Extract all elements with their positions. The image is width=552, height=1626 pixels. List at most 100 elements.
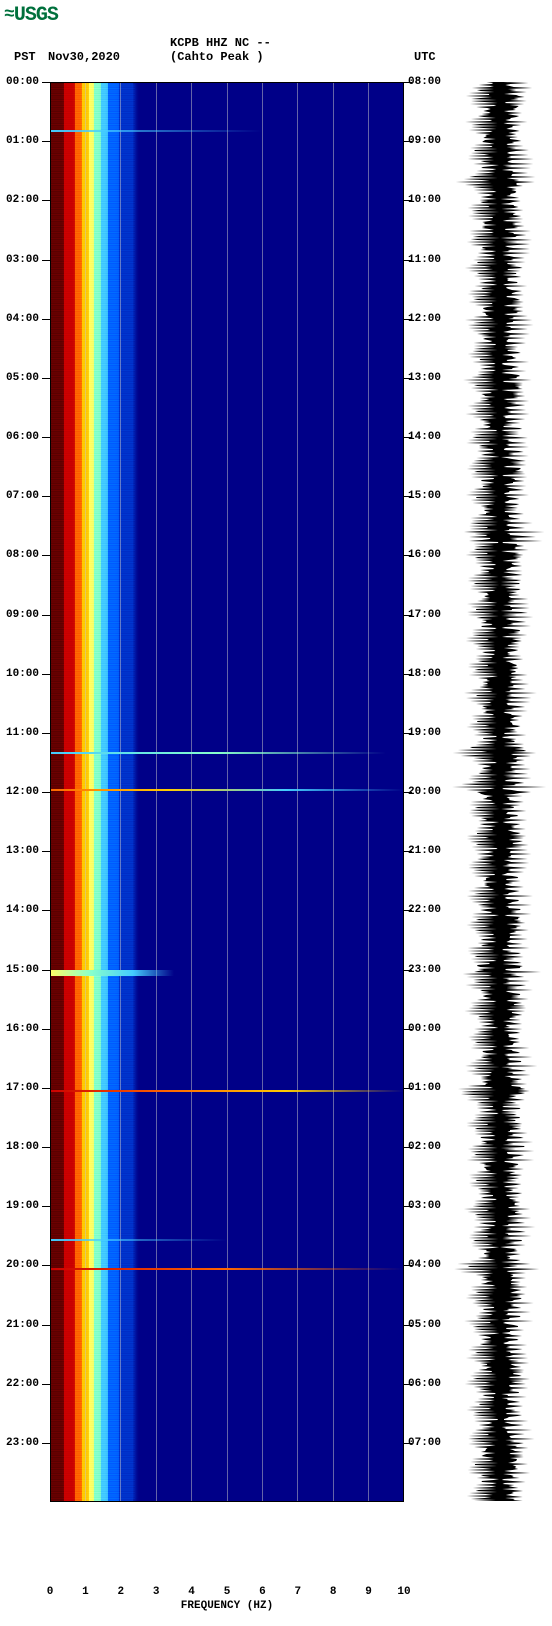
tick-mark bbox=[42, 851, 50, 852]
frequency-tick: 0 bbox=[47, 1586, 54, 1598]
tick-mark bbox=[42, 1443, 50, 1444]
left-tick-label: 00:00 bbox=[6, 76, 39, 88]
plot-area: 00:00 01:00 02:00 03:00 04:00 05:00 06:00 07:00… bbox=[0, 82, 552, 1592]
tick-mark bbox=[404, 378, 412, 379]
frequency-tick: 2 bbox=[117, 1586, 124, 1598]
tick-mark bbox=[404, 851, 412, 852]
frequency-tick: 3 bbox=[153, 1586, 160, 1598]
tick-mark bbox=[42, 910, 50, 911]
left-tick-label: 12:00 bbox=[6, 786, 39, 798]
right-tick-label: 18:00 bbox=[408, 668, 441, 680]
tick-mark bbox=[404, 555, 412, 556]
tick-mark bbox=[42, 1265, 50, 1266]
right-tick-label: 04:00 bbox=[408, 1259, 441, 1271]
right-tick-label: 07:00 bbox=[408, 1437, 441, 1449]
tick-mark bbox=[404, 910, 412, 911]
right-tick-label: 09:00 bbox=[408, 135, 441, 147]
tick-mark bbox=[404, 260, 412, 261]
left-tick-label: 17:00 bbox=[6, 1082, 39, 1094]
spectrogram-gridline bbox=[297, 82, 298, 1502]
frequency-tick: 10 bbox=[397, 1586, 410, 1598]
left-tick-label: 11:00 bbox=[6, 727, 39, 739]
spectrogram-gridline bbox=[191, 82, 192, 1502]
left-tick-label: 22:00 bbox=[6, 1378, 39, 1390]
tick-mark bbox=[404, 733, 412, 734]
tick-mark bbox=[404, 437, 412, 438]
frequency-axis: FREQUENCY (HZ) 012345678910 bbox=[50, 1586, 404, 1626]
left-tick-label: 14:00 bbox=[6, 904, 39, 916]
waveform-trace bbox=[452, 82, 546, 1501]
right-tick-label: 15:00 bbox=[408, 490, 441, 502]
waveform-svg bbox=[452, 82, 548, 1502]
right-tick-label: 23:00 bbox=[408, 964, 441, 976]
spectrogram-gridline bbox=[85, 82, 86, 1502]
tick-mark bbox=[42, 792, 50, 793]
right-tick-label: 10:00 bbox=[408, 194, 441, 206]
left-tick-label: 16:00 bbox=[6, 1023, 39, 1035]
right-tick-label: 13:00 bbox=[408, 372, 441, 384]
station-code: KCPB HHZ NC -- bbox=[170, 36, 271, 50]
right-tick-label: 03:00 bbox=[408, 1200, 441, 1212]
right-tick-label: 05:00 bbox=[408, 1319, 441, 1331]
tick-mark bbox=[42, 1088, 50, 1089]
tick-mark bbox=[42, 555, 50, 556]
frequency-axis-label: FREQUENCY (HZ) bbox=[181, 1600, 273, 1612]
left-tick-label: 23:00 bbox=[6, 1437, 39, 1449]
tick-mark bbox=[42, 82, 50, 83]
spectrogram-gridline bbox=[368, 82, 369, 1502]
tick-mark bbox=[42, 1147, 50, 1148]
tick-mark bbox=[42, 437, 50, 438]
tick-mark bbox=[42, 496, 50, 497]
left-tick-label: 13:00 bbox=[6, 845, 39, 857]
left-tick-label: 07:00 bbox=[6, 490, 39, 502]
tick-mark bbox=[42, 615, 50, 616]
tick-mark bbox=[42, 1029, 50, 1030]
utc-label: UTC bbox=[414, 50, 436, 64]
right-tick-label: 00:00 bbox=[408, 1023, 441, 1035]
right-tick-label: 22:00 bbox=[408, 904, 441, 916]
tick-mark bbox=[42, 1384, 50, 1385]
left-tick-label: 21:00 bbox=[6, 1319, 39, 1331]
right-tick-label: 16:00 bbox=[408, 549, 441, 561]
usgs-logo-wave: ≈ bbox=[4, 5, 14, 25]
left-tick-label: 05:00 bbox=[6, 372, 39, 384]
left-tick-label: 02:00 bbox=[6, 194, 39, 206]
spectrogram-event-line bbox=[50, 130, 262, 132]
spectrogram-noise-overlay bbox=[50, 82, 135, 1502]
right-tick-label: 12:00 bbox=[408, 313, 441, 325]
spectrogram-gridline bbox=[333, 82, 334, 1502]
tick-mark bbox=[42, 260, 50, 261]
tick-mark bbox=[42, 733, 50, 734]
left-tick-label: 19:00 bbox=[6, 1200, 39, 1212]
tick-mark bbox=[404, 1029, 412, 1030]
tick-mark bbox=[404, 141, 412, 142]
tick-mark bbox=[404, 970, 412, 971]
right-tick-label: 11:00 bbox=[408, 254, 441, 266]
left-tick-label: 08:00 bbox=[6, 549, 39, 561]
spectrogram bbox=[50, 82, 404, 1502]
left-tick-label: 04:00 bbox=[6, 313, 39, 325]
spectrogram-gridline bbox=[156, 82, 157, 1502]
frequency-tick: 9 bbox=[365, 1586, 372, 1598]
right-tick-label: 06:00 bbox=[408, 1378, 441, 1390]
spectrogram-gridline bbox=[227, 82, 228, 1502]
tick-mark bbox=[404, 319, 412, 320]
tick-mark bbox=[404, 1325, 412, 1326]
tick-mark bbox=[42, 1325, 50, 1326]
tick-mark bbox=[42, 674, 50, 675]
tick-mark bbox=[404, 615, 412, 616]
usgs-logo: ≈USGS bbox=[4, 4, 58, 27]
tick-mark bbox=[404, 1443, 412, 1444]
left-tick-label: 18:00 bbox=[6, 1141, 39, 1153]
tick-mark bbox=[42, 378, 50, 379]
frequency-tick: 7 bbox=[294, 1586, 301, 1598]
spectrogram-gridline bbox=[262, 82, 263, 1502]
left-tick-label: 09:00 bbox=[6, 609, 39, 621]
spectrogram-event-line bbox=[50, 752, 386, 754]
tick-mark bbox=[404, 792, 412, 793]
tick-mark bbox=[42, 319, 50, 320]
tick-mark bbox=[42, 1206, 50, 1207]
waveform-panel bbox=[452, 82, 548, 1502]
tick-mark bbox=[42, 970, 50, 971]
left-tick-label: 01:00 bbox=[6, 135, 39, 147]
